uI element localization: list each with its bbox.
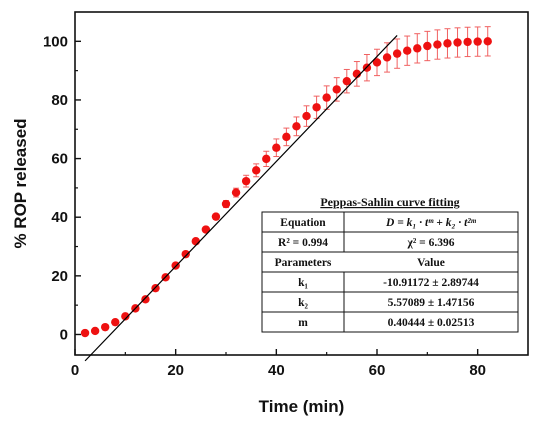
- x-tick-label: 20: [167, 362, 184, 379]
- data-point: [292, 122, 301, 131]
- data-point: [483, 37, 492, 46]
- data-point: [121, 312, 130, 321]
- y-tick-label: 0: [60, 326, 68, 343]
- data-point: [342, 76, 351, 86]
- data-point: [252, 166, 261, 175]
- data-point: [141, 295, 150, 304]
- data-point: [463, 37, 472, 47]
- table-cell-label: Equation: [280, 217, 326, 229]
- data-point: [392, 49, 402, 58]
- data-point: [201, 225, 211, 234]
- table-cell-label: k₂: [298, 297, 308, 309]
- y-tick-label: 80: [51, 92, 68, 109]
- data-point: [332, 85, 341, 94]
- x-axis-title: Time (min): [259, 397, 345, 416]
- table-cell-value: χ² = 6.396: [407, 237, 455, 249]
- fit-line: [84, 35, 398, 362]
- y-tick-label: 100: [43, 33, 68, 50]
- data-point: [241, 176, 251, 186]
- data-point: [403, 46, 412, 55]
- table-cell-value: D = k₁ · tᵐ + k₂ · t²ᵐ: [385, 217, 477, 229]
- y-tick-label: 40: [51, 209, 68, 226]
- data-point: [231, 188, 241, 197]
- data-point: [111, 317, 120, 327]
- table-cell-label: k₁: [298, 277, 308, 289]
- data-point: [312, 103, 321, 112]
- data-point: [181, 249, 190, 259]
- y-axis-title: % ROP released: [11, 118, 30, 248]
- data-point: [211, 212, 221, 221]
- table-cell-value: 0.40444 ± 0.02513: [388, 317, 475, 329]
- data-point: [322, 93, 331, 102]
- data-point: [443, 39, 452, 48]
- plot-frame: [74, 11, 529, 356]
- x-tick-label: 80: [469, 362, 486, 379]
- data-point: [80, 328, 90, 338]
- data-point: [302, 111, 311, 121]
- data-point: [272, 143, 281, 152]
- x-tick-label: 0: [71, 362, 79, 379]
- data-point: [453, 38, 462, 47]
- table-title: Peppas-Sahlin curve fitting: [320, 195, 459, 209]
- data-point: [282, 132, 291, 142]
- data-point: [382, 53, 392, 62]
- data-point: [372, 58, 382, 67]
- x-tick-label: 40: [268, 362, 285, 379]
- data-point: [423, 41, 432, 51]
- data-point: [221, 199, 231, 209]
- y-tick-label: 60: [51, 151, 68, 168]
- table-cell-label: R² = 0.994: [278, 237, 328, 249]
- data-point: [433, 40, 442, 49]
- data-point: [262, 154, 271, 164]
- table-cell-label: Parameters: [275, 257, 332, 269]
- y-tick-label: 20: [51, 268, 68, 285]
- table-cell-value: 5.57089 ± 1.47156: [388, 297, 475, 309]
- data-point: [101, 322, 110, 332]
- table-cell-value: Value: [417, 257, 445, 269]
- data-point: [90, 326, 100, 336]
- data-point: [473, 37, 482, 46]
- table-background: [262, 192, 518, 332]
- x-tick-label: 60: [369, 362, 386, 379]
- data-point: [191, 237, 200, 246]
- table-cell-label: m: [298, 317, 308, 329]
- table-cell-value: -10.91172 ± 2.89744: [383, 277, 479, 289]
- data-point: [413, 44, 422, 53]
